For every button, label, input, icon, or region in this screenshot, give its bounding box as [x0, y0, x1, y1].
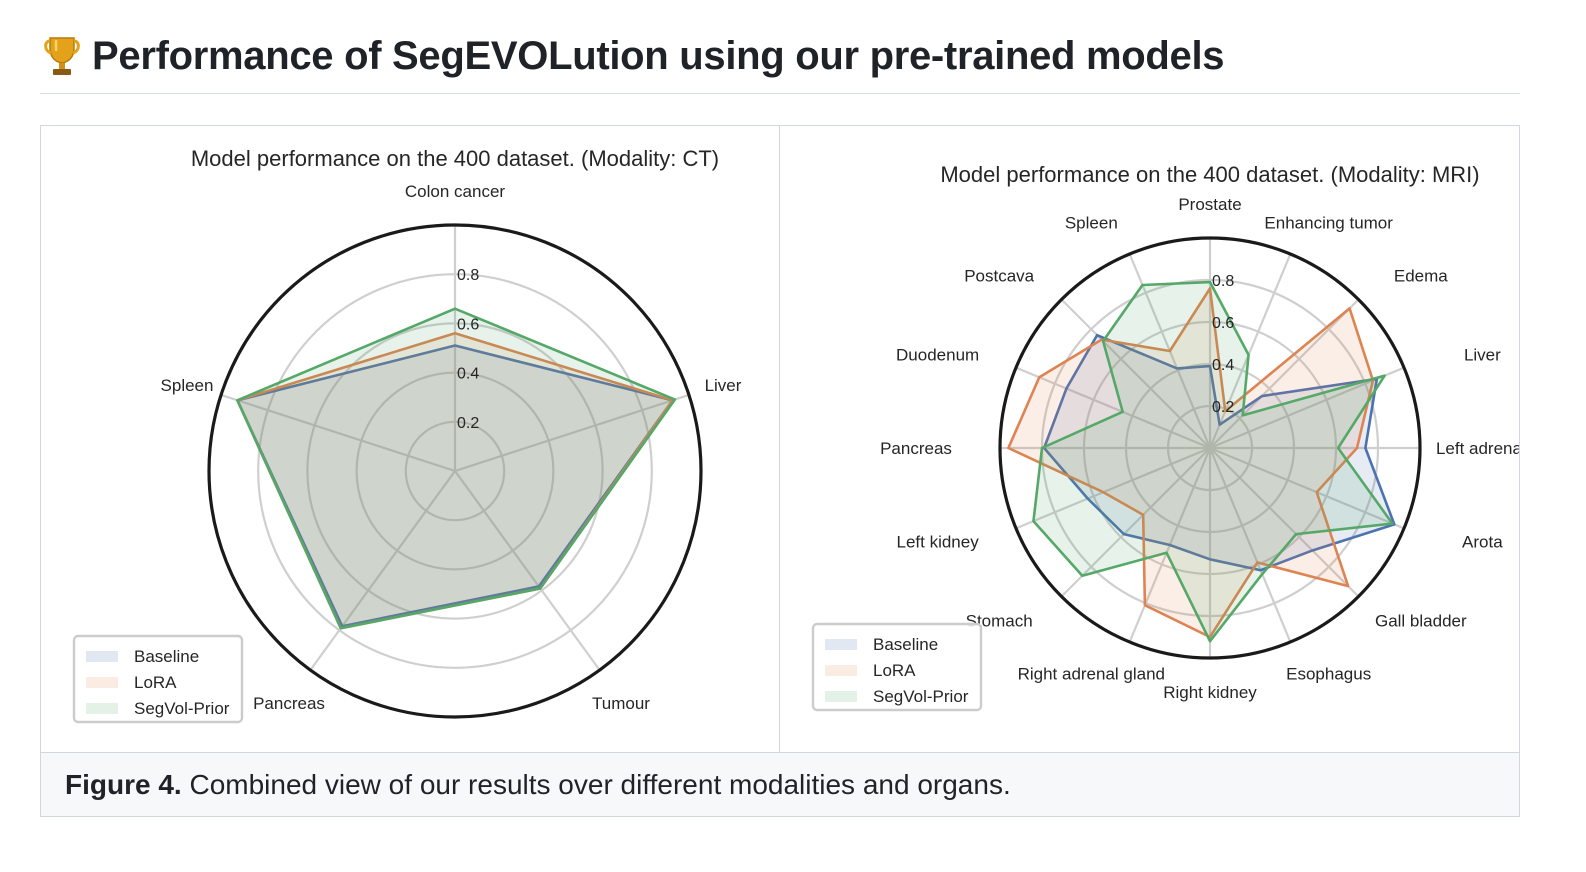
axis-label-gall-bladder: Gall bladder [1375, 612, 1467, 631]
grid-spoke [1208, 447, 1292, 643]
axis-label-esophagus: Esophagus [1286, 664, 1371, 683]
legend-entry-baseline: Baseline [873, 635, 938, 654]
grid-spoke [220, 393, 456, 473]
axis-label-pancreas: Pancreas [880, 439, 952, 458]
axis-label-right-adrenal-gland: Right adrenal gland [1018, 664, 1165, 683]
axis-label-spleen: Spleen [1065, 214, 1118, 233]
tick-label: 0.2 [457, 415, 479, 432]
tick-label: 0.4 [1212, 357, 1234, 374]
tick-label: 0.8 [1212, 273, 1234, 290]
legend-entry-lora: LoRA [873, 661, 916, 680]
tick-label: 0.6 [1212, 315, 1234, 332]
chart-title: Model performance on the 400 dataset. (M… [191, 146, 719, 171]
grid-spoke [1209, 447, 1360, 598]
legend-swatch [825, 665, 857, 676]
grid-spoke [454, 393, 690, 473]
legend-frame [72, 634, 244, 724]
series-segvol-prior [236, 307, 677, 630]
figure: Model performance on the 400 dataset. (M… [40, 125, 1520, 817]
chart-title: Model performance on the 400 dataset. (M… [940, 162, 1479, 187]
series-baseline [236, 344, 674, 628]
axis-label-edema: Edema [1394, 266, 1448, 285]
axis-label-colon-cancer: Colon cancer [405, 182, 506, 201]
legend-swatch [825, 691, 857, 702]
series-baseline [1042, 333, 1396, 572]
tick-label: 0.6 [457, 316, 479, 333]
legend-swatch [825, 639, 857, 650]
caption-body: Combined view of our results over differ… [181, 769, 1011, 800]
axis-label-tumour: Tumour [592, 694, 650, 713]
axis-label-left-adrenal-gland: Left adrenal gland [1436, 439, 1519, 458]
tick-label: 0.4 [457, 366, 479, 383]
axis-label-arota: Arota [1462, 532, 1503, 551]
legend: Baseline LoRA SegVol-Prior [811, 622, 983, 712]
legend-swatch [86, 703, 118, 714]
grid-spoke [1209, 446, 1405, 530]
series-segvol-prior [1032, 280, 1394, 643]
radar-grid [220, 225, 690, 671]
grid-spoke [1209, 298, 1360, 449]
axis-label-liver: Liver [1464, 346, 1501, 365]
axis-label-liver: Liver [705, 376, 742, 395]
figure-caption: Figure 4. Combined view of our results o… [41, 752, 1519, 816]
tick-label: 0.2 [1212, 399, 1234, 416]
grid-spoke [1208, 253, 1292, 449]
radar-chart-ct: Model performance on the 400 dataset. (M… [72, 146, 742, 724]
axis-label-duodenum: Duodenum [896, 346, 979, 365]
axis-label-stomach: Stomach [966, 612, 1033, 631]
grid-spoke [1015, 366, 1211, 450]
section-heading: Performance of SegEVOLution using our pr… [40, 28, 1520, 94]
axis-label-right-kidney: Right kidney [1163, 683, 1257, 702]
grid-spoke [1060, 298, 1211, 449]
legend-swatch [86, 651, 118, 662]
radar-chart-mri: Model performance on the 400 dataset. (M… [811, 162, 1519, 712]
legend: Baseline LoRA SegVol-Prior [72, 634, 244, 724]
grid-spoke [1060, 447, 1211, 598]
caption-text: Figure 4. Combined view of our results o… [65, 767, 1011, 803]
caption-label: Figure 4. [65, 769, 182, 800]
outer-ring [207, 223, 703, 719]
axis-label-enhancing-tumor: Enhancing tumor [1264, 214, 1393, 233]
axis-label-left-kidney: Left kidney [897, 532, 980, 551]
axis-label-postcava: Postcava [964, 266, 1034, 285]
legend-entry-segvol-prior: SegVol-Prior [134, 699, 230, 718]
tick-label: 0.8 [457, 267, 479, 284]
legend-frame [811, 622, 983, 712]
legend-entry-lora: LoRA [134, 673, 177, 692]
grid-spoke [1015, 446, 1211, 530]
grid-spoke [309, 470, 456, 671]
figure-cell-ct: Model performance on the 400 dataset. (M… [41, 126, 780, 752]
figure-cell-mri: Model performance on the 400 dataset. (M… [780, 126, 1519, 752]
outer-ring [998, 236, 1422, 660]
axis-label-spleen: Spleen [161, 376, 214, 395]
grid-spoke [454, 470, 601, 671]
axis-label-prostate: Prostate [1178, 195, 1241, 214]
legend-entry-baseline: Baseline [134, 647, 199, 666]
legend-entry-segvol-prior: SegVol-Prior [873, 687, 969, 706]
legend-swatch [86, 677, 118, 688]
axis-label-pancreas: Pancreas [253, 694, 325, 713]
trophy-icon [44, 37, 80, 75]
page-title: Performance of SegEVOLution using our pr… [92, 34, 1225, 78]
